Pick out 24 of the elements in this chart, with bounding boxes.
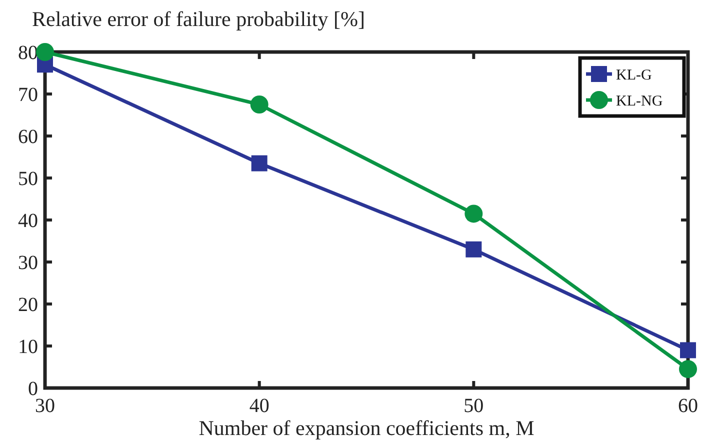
x-tick-label: 50: [464, 395, 484, 417]
y-tick-label: 30: [18, 252, 38, 274]
legend-label: KL-G: [616, 67, 652, 84]
y-tick-label: 10: [18, 336, 38, 358]
point: [251, 155, 268, 172]
y-tick-label: 60: [18, 126, 38, 148]
point: [679, 360, 697, 378]
x-tick-label: 40: [249, 395, 270, 417]
y-tick-label: 80: [18, 42, 38, 64]
y-tick-label: 40: [18, 210, 38, 232]
x-axis-title: Number of expansion coefficients m, M: [198, 416, 535, 440]
x-tick-label: 30: [35, 395, 55, 417]
y-tick-label: 20: [18, 294, 38, 316]
y-tick-label: 0: [28, 378, 38, 400]
chart-title: Relative error of failure probability [%]: [32, 7, 365, 31]
point: [464, 204, 483, 223]
y-tick-label: 70: [18, 84, 38, 106]
point: [466, 241, 482, 258]
point: [250, 96, 268, 114]
legend-label: KL-NG: [616, 93, 663, 110]
point: [680, 342, 696, 358]
point: [36, 43, 54, 61]
x-tick-label: 60: [678, 395, 698, 417]
y-tick-label: 50: [18, 168, 38, 190]
